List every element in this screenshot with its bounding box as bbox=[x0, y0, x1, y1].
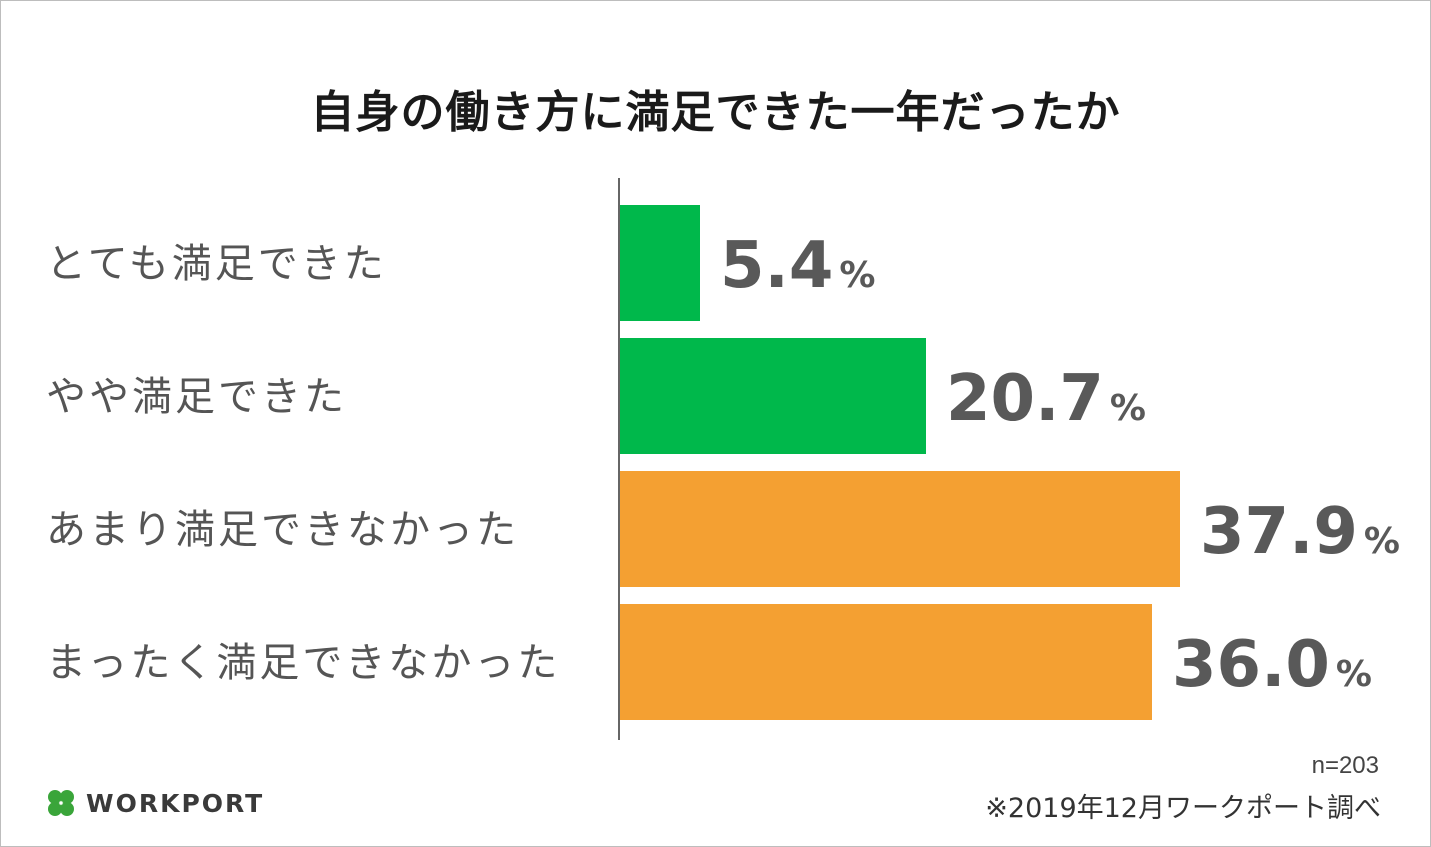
category-label-4: まったく満足できなかった bbox=[46, 640, 560, 686]
value-unit-1: % bbox=[839, 255, 875, 296]
chart-title: 自身の働き方に満足できた一年だったか bbox=[310, 87, 1121, 138]
sample-size: n=203 bbox=[1311, 752, 1379, 779]
value-label-2: 20.7% bbox=[946, 362, 1146, 436]
value-unit-2: % bbox=[1110, 388, 1146, 429]
value-number-1: 5.4 bbox=[720, 229, 833, 303]
logo-text: WORKPORT bbox=[86, 788, 265, 818]
value-label-3: 37.9% bbox=[1200, 495, 1400, 569]
bar-4 bbox=[620, 604, 1152, 720]
category-label-3: あまり満足できなかった bbox=[46, 507, 519, 553]
source-note: ※2019年12月ワークポート調べ bbox=[985, 793, 1381, 824]
value-label-1: 5.4% bbox=[720, 229, 875, 303]
value-number-4: 36.0 bbox=[1172, 628, 1330, 702]
value-unit-4: % bbox=[1336, 654, 1372, 695]
category-label-2: やや満足できた bbox=[46, 374, 347, 420]
value-label-4: 36.0% bbox=[1172, 628, 1372, 702]
value-unit-3: % bbox=[1364, 521, 1400, 562]
bar-1 bbox=[620, 205, 700, 321]
value-number-3: 37.9 bbox=[1200, 495, 1358, 569]
bar-3 bbox=[620, 471, 1180, 587]
workport-logo: WORKPORT bbox=[44, 786, 264, 820]
bar-2 bbox=[620, 338, 926, 454]
category-label-1: とても満足できた bbox=[46, 241, 387, 287]
clover-icon bbox=[48, 790, 74, 816]
value-number-2: 20.7 bbox=[946, 362, 1104, 436]
